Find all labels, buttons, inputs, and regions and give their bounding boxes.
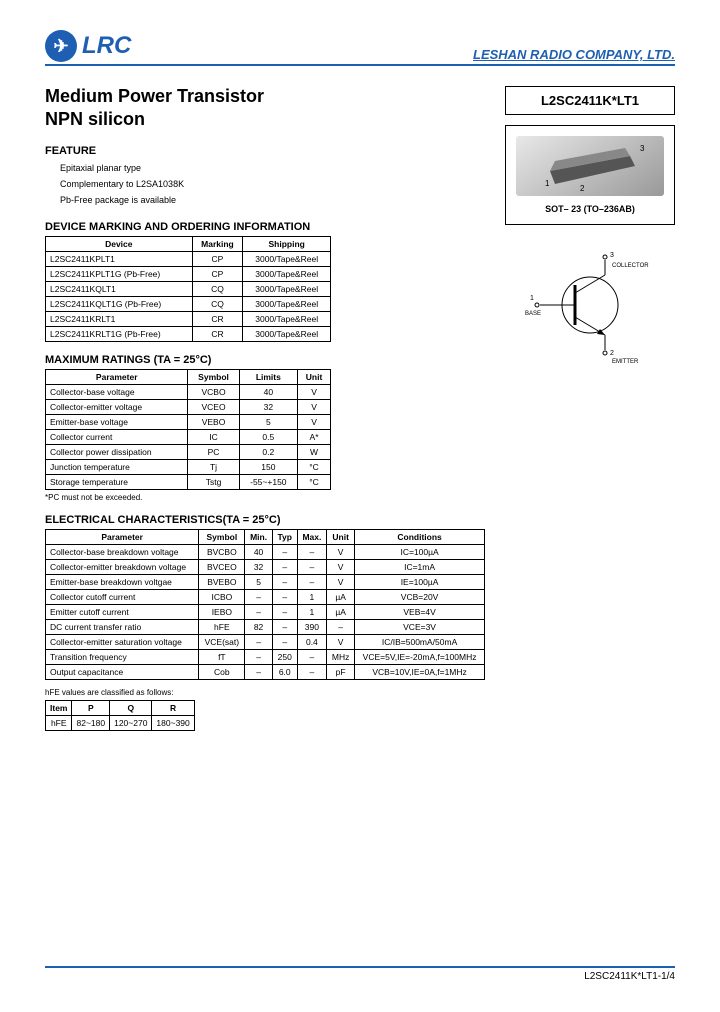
feature-item: Complementary to L2SA1038K <box>60 176 485 192</box>
svg-text:BASE: BASE <box>525 311 541 317</box>
svg-text:COLLECTOR: COLLECTOR <box>612 263 649 269</box>
feature-heading: FEATURE <box>45 145 485 157</box>
marking-table: DeviceMarkingShippingL2SC2411KPLT1CP3000… <box>45 236 331 342</box>
svg-text:3: 3 <box>640 144 645 153</box>
company-name: LESHAN RADIO COMPANY, LTD. <box>473 47 675 62</box>
hfe-heading: hFE values are classified as follows: <box>45 688 485 697</box>
svg-text:2: 2 <box>610 350 614 357</box>
package-label: SOT– 23 (TO–236AB) <box>516 204 664 214</box>
svg-text:1: 1 <box>530 295 534 302</box>
page-title: Medium Power Transistor <box>45 86 485 107</box>
logo-text: LRC <box>82 32 131 60</box>
transistor-diagram: 1 BASE 3 COLLECTOR 2 EMITTER <box>520 245 660 365</box>
part-number-box: L2SC2411K*LT1 <box>505 86 675 115</box>
feature-item: Epitaxial planar type <box>60 160 485 176</box>
svg-text:EMITTER: EMITTER <box>612 359 639 365</box>
package-image: 3 1 2 <box>516 136 664 196</box>
svg-text:1: 1 <box>545 179 550 188</box>
electrical-table: ParameterSymbolMin.TypMax.UnitConditions… <box>45 529 485 680</box>
max-ratings-heading: MAXIMUM RATINGS (TA = 25°C) <box>45 354 485 366</box>
page-footer: L2SC2411K*LT1-1/4 <box>45 966 675 982</box>
package-box: 3 1 2 SOT– 23 (TO–236AB) <box>505 125 675 225</box>
feature-item: Pb-Free package is available <box>60 192 485 208</box>
logo: ✈ LRC <box>45 30 131 62</box>
page-subtitle: NPN silicon <box>45 109 485 130</box>
max-ratings-note: *PC must not be exceeded. <box>45 493 485 502</box>
page-header: ✈ LRC LESHAN RADIO COMPANY, LTD. <box>45 30 675 66</box>
max-ratings-table: ParameterSymbolLimitsUnitCollector-base … <box>45 369 331 490</box>
electrical-heading: ELECTRICAL CHARACTERISTICS(TA = 25°C) <box>45 514 485 526</box>
feature-list: Epitaxial planar type Complementary to L… <box>60 160 485 209</box>
hfe-table: ItemPQRhFE82~180120~270180~390 <box>45 700 195 731</box>
svg-text:3: 3 <box>610 252 614 259</box>
marking-heading: DEVICE MARKING AND ORDERING INFORMATION <box>45 221 485 233</box>
svg-text:2: 2 <box>580 184 585 193</box>
